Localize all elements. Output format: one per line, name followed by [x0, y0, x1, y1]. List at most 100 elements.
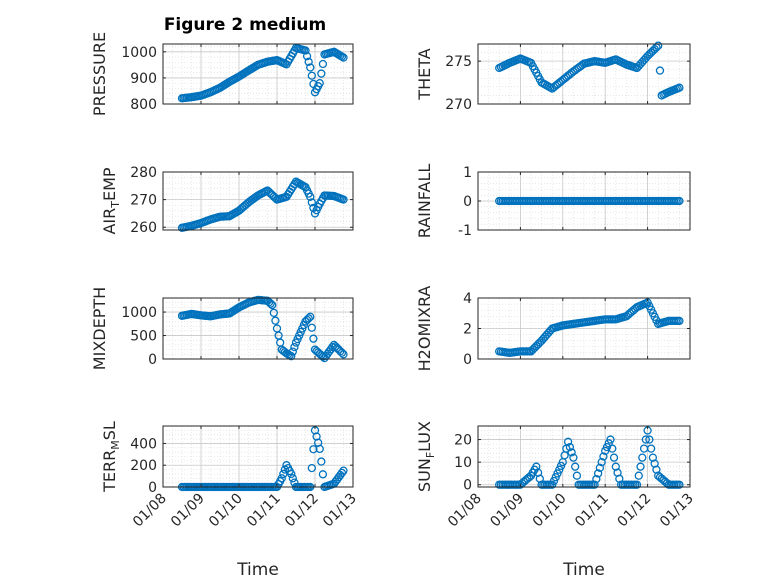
data-point: [609, 453, 619, 462]
y-tick-label: 0: [148, 352, 157, 368]
figure-title: Figure 2 medium: [164, 15, 326, 35]
data-point: [602, 442, 612, 452]
y-tick-label: 20: [454, 433, 472, 449]
y-tick-label: 0: [463, 194, 472, 210]
data-point: [271, 316, 280, 325]
data-point: [572, 471, 582, 480]
axes-box: [162, 297, 354, 360]
y-tick-label: 260: [130, 220, 157, 236]
y-axis-label: SUNFLUX: [415, 421, 437, 492]
y-axis-label: TERRMSL: [100, 421, 122, 493]
data-point: [608, 444, 617, 453]
data-point: [593, 469, 603, 478]
y-tick-label: 1000: [121, 305, 157, 321]
data-point: [318, 59, 328, 69]
y-tick-label: 0: [463, 352, 472, 368]
data-point: [636, 462, 645, 471]
data-point: [288, 474, 297, 483]
data-point: [563, 437, 573, 446]
data-point: [549, 476, 559, 486]
data-point: [646, 444, 656, 453]
data-point: [290, 342, 299, 352]
data-point: [632, 480, 642, 489]
y-tick-label: 4: [463, 291, 472, 307]
axes-box: [162, 425, 354, 488]
data-point: [339, 195, 348, 204]
data-point: [592, 474, 601, 484]
y-tick-label: 275: [445, 54, 472, 70]
data-point: [569, 453, 578, 462]
axes-box: [477, 425, 691, 488]
y-axis-label: H2OMIXRA: [415, 286, 434, 372]
data-point: [309, 334, 318, 343]
data-point: [565, 442, 575, 452]
data-point: [306, 312, 315, 321]
y-tick-label: 500: [130, 329, 157, 345]
y-tick-label: 800: [130, 97, 157, 113]
data-point: [675, 480, 684, 489]
data-point: [304, 314, 313, 323]
axes-box: [162, 43, 354, 105]
data-point: [269, 308, 278, 318]
x-axis-label: Time: [236, 560, 279, 580]
data-point: [317, 457, 326, 466]
data-point: [288, 347, 297, 356]
y-axis-label: PRESSURE: [90, 32, 109, 116]
data-point: [304, 57, 313, 66]
data-point: [307, 71, 316, 80]
data-point: [309, 445, 318, 454]
y-tick-label: 1000: [121, 45, 157, 61]
data-point: [307, 323, 316, 332]
data-point: [597, 457, 606, 467]
data-point: [287, 352, 296, 361]
data-point: [315, 78, 324, 88]
y-tick-label: 1: [463, 165, 472, 181]
data-point: [307, 198, 316, 207]
data-point: [315, 444, 324, 454]
y-tick-label: 200: [130, 458, 157, 474]
data-point: [655, 66, 665, 75]
data-point: [268, 300, 277, 310]
data-point: [266, 299, 275, 308]
y-tick-label: 0: [148, 480, 157, 496]
y-tick-label: 10: [454, 455, 472, 471]
data-point: [634, 471, 643, 480]
data-point: [595, 463, 605, 472]
data-point: [675, 196, 684, 206]
data-point: [339, 466, 348, 475]
data-point: [675, 83, 684, 92]
data-point: [645, 435, 654, 444]
data-point: [339, 350, 348, 359]
data-point: [337, 468, 347, 477]
y-tick-label: 2: [463, 322, 472, 338]
data-point: [590, 480, 599, 489]
subplot-1: 800 900 1000 PRESSURE: [90, 32, 354, 116]
y-tick-label: 270: [445, 97, 472, 113]
data-point: [287, 469, 296, 479]
data-point: [306, 63, 315, 72]
data-point: [599, 452, 608, 461]
data-point: [302, 52, 312, 61]
data-point: [317, 69, 326, 78]
data-point: [571, 462, 580, 471]
y-axis-label: AIRTEMP: [100, 167, 122, 234]
subplot-4: -1 0 1 RAINFALL: [415, 164, 691, 239]
y-tick-label: -1: [458, 223, 472, 239]
data-point: [318, 470, 328, 479]
subplot-6: 0 2 4 H2OMIXRA: [415, 286, 691, 372]
data-point: [555, 465, 564, 474]
subplot-3: 260 270 280 AIRTEMP: [100, 165, 354, 236]
data-point: [301, 46, 310, 55]
data-point: [306, 192, 315, 202]
data-point: [641, 435, 650, 444]
data-point: [307, 463, 316, 473]
y-axis-label: THETA: [415, 48, 434, 100]
data-point: [675, 316, 684, 326]
y-axis-label: MIXDEPTH: [90, 287, 109, 370]
data-point: [337, 348, 347, 357]
data-point: [339, 53, 348, 62]
subplot-5: 0 500 1000 MIXDEPTH: [90, 287, 354, 370]
data-point: [567, 448, 576, 457]
